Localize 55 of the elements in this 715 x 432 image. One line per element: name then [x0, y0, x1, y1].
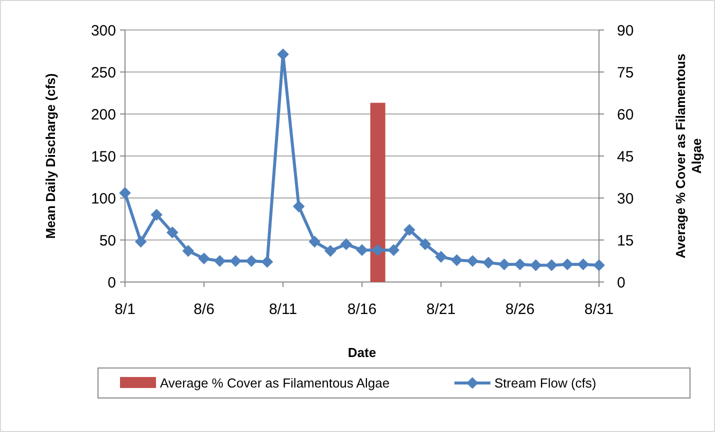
- point: [292, 200, 305, 212]
- y2-tick-label: 60: [617, 106, 634, 124]
- y-tick-label: 300: [90, 22, 116, 40]
- point: [561, 258, 574, 270]
- point: [134, 236, 147, 248]
- point: [435, 250, 447, 263]
- point: [466, 255, 479, 267]
- point: [261, 256, 274, 268]
- legend-label: Stream Flow (cfs): [494, 376, 596, 391]
- y-tick-label: 0: [108, 274, 116, 292]
- point: [277, 48, 289, 60]
- point: [182, 245, 194, 257]
- y2-tick-label: 0: [617, 274, 626, 292]
- point: [340, 238, 352, 250]
- point: [403, 224, 416, 236]
- x-tick-label: 8/26: [505, 301, 535, 318]
- legend-label: Average % Cover as Filamentous Algae: [160, 376, 390, 391]
- y2-tick-label: 45: [617, 148, 634, 166]
- point: [419, 238, 432, 250]
- x-tick-label: 8/21: [426, 301, 456, 318]
- point: [498, 258, 510, 270]
- y-axis-title: Mean Daily Discharge (cfs): [43, 73, 58, 239]
- point: [577, 258, 590, 270]
- point: [450, 254, 463, 266]
- point: [546, 259, 558, 272]
- point: [514, 258, 526, 270]
- point: [482, 256, 494, 269]
- point: [356, 244, 368, 256]
- point: [324, 245, 336, 257]
- y-tick-label: 200: [90, 106, 116, 124]
- x-tick-label: 8/16: [347, 301, 377, 318]
- point: [198, 252, 210, 264]
- y-tick-label: 250: [90, 64, 116, 82]
- y-tick-label: 150: [90, 148, 116, 166]
- point: [530, 259, 542, 272]
- y2-tick-label: 90: [617, 22, 634, 40]
- point: [372, 244, 384, 256]
- point: [119, 187, 131, 199]
- point: [388, 244, 400, 256]
- y2-axis-title: Average % Cover as Filamentous Algae: [673, 54, 704, 258]
- y-tick-label: 100: [90, 190, 116, 208]
- y-tick-label: 50: [99, 232, 116, 250]
- x-tick-label: 8/1: [114, 301, 136, 318]
- x-tick-label: 8/11: [268, 301, 298, 318]
- point: [308, 236, 321, 248]
- y2-tick-label: 75: [617, 64, 634, 82]
- y2-tick-label: 15: [617, 232, 634, 250]
- x-axis-title: Date: [348, 345, 376, 360]
- y2-tick-label: 30: [617, 190, 634, 208]
- x-tick-label: 8/31: [584, 301, 614, 318]
- point: [593, 259, 605, 272]
- x-tick-label: 8/6: [194, 301, 214, 318]
- point: [166, 226, 178, 238]
- point: [214, 255, 226, 267]
- point: [150, 208, 163, 221]
